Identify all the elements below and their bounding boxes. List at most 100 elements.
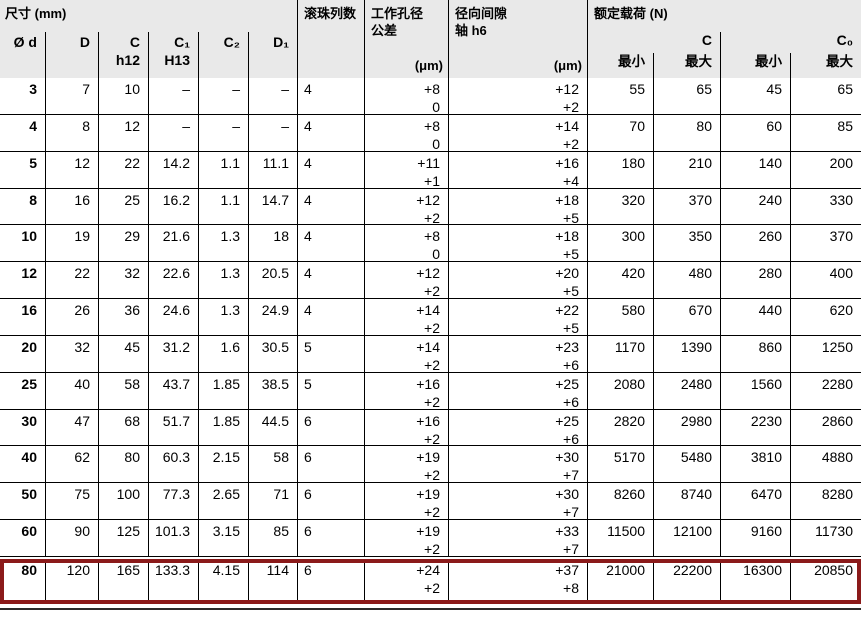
cell-C2: 1.85 [198, 372, 248, 409]
radial-clearance-lower: +2 [563, 99, 579, 114]
bore-tolerance-upper: +19 [416, 486, 440, 503]
cell-C1: 77.3 [148, 483, 198, 520]
cell-outer-diameter: 7 [45, 78, 98, 114]
cell-load-c0-min: 140 [720, 151, 790, 188]
radial-clearance-upper: +16 [555, 154, 579, 171]
cell-load-c-max: 670 [653, 299, 720, 335]
cell-load-c0-min: 2230 [720, 409, 790, 446]
cell-radial-clearance: +18 +5 [448, 188, 587, 225]
radial-clearance-upper: +18 [555, 191, 579, 208]
cell-load-c-max: 8740 [653, 483, 720, 520]
radial-clearance-lower: +6 [563, 356, 579, 372]
table-row: 30 47 68 51.7 1.85 44.5 6 +16 +2 +25 +6 … [0, 409, 861, 447]
cell-load-c-max: 80 [653, 114, 720, 151]
cell-load-c0-max: 11730 [790, 520, 861, 556]
cell-length-C: 45 [98, 335, 148, 372]
cell-C2: 1.85 [198, 409, 248, 446]
cell-load-c-min: 11500 [587, 520, 653, 556]
cell-C2: 2.65 [198, 483, 248, 520]
cell-load-c0-max: 2860 [790, 409, 861, 446]
table-row: 12 22 32 22.6 1.3 20.5 4 +12 +2 +20 +5 4… [0, 262, 861, 300]
cell-radial-clearance: +25 +6 [448, 409, 587, 446]
load-c-max-label: 最大 [653, 53, 720, 78]
radial-clearance-upper: +12 [555, 81, 579, 97]
radial-clearance-lower: +5 [563, 320, 579, 335]
cell-load-c0-min: 9160 [720, 520, 790, 556]
cell-C1: 14.2 [148, 151, 198, 188]
bore-tolerance-upper: +12 [416, 265, 440, 282]
dimensions-group-label: 尺寸 (mm) [5, 6, 67, 21]
cell-load-c0-max: 8280 [790, 483, 861, 520]
cell-C2: 1.1 [198, 151, 248, 188]
cell-bore-diameter: 25 [21, 375, 37, 392]
cell-C1: 22.6 [148, 262, 198, 299]
cell-outer-diameter: 90 [45, 520, 98, 556]
cell-outer-diameter: 16 [45, 188, 98, 225]
bore-tolerance-lower: 0 [432, 99, 440, 114]
cell-length-C: 22 [98, 151, 148, 188]
cell-ball-rows: 4 [297, 299, 364, 335]
ball-rows-label: 滚珠列数 [304, 6, 357, 21]
cell-bore-tolerance: +12 +2 [364, 262, 448, 299]
cell-radial-clearance: +16 +4 [448, 151, 587, 188]
cell-load-c-min: 1170 [587, 335, 653, 372]
cell-load-c-min: 320 [587, 188, 653, 225]
cell-bore-diameter: 12 [21, 265, 37, 282]
cell-load-c0-min: 240 [720, 188, 790, 225]
radial-clearance-upper: +30 [555, 486, 579, 503]
cell-bore-diameter: 5 [29, 154, 37, 171]
cell-D1: 24.9 [248, 299, 297, 335]
radial-clearance-unit: (μm) [553, 58, 582, 73]
cell-C2: 1.3 [198, 262, 248, 299]
cell-D1: – [248, 78, 297, 114]
bore-tolerance-label-line1: 工作孔径 [371, 6, 424, 21]
bore-tolerance-upper: +16 [416, 412, 440, 429]
cell-load-c0-min: 16300 [720, 558, 790, 604]
rated-load-group-label: 额定载荷 (N) [594, 6, 668, 21]
cell-C1: 51.7 [148, 409, 198, 446]
radial-clearance-lower: +5 [563, 283, 579, 299]
cell-C2: – [198, 114, 248, 151]
cell-ball-rows: 4 [297, 262, 364, 299]
cell-ball-rows: 4 [297, 114, 364, 151]
col-header-C1-line1: C₁ [174, 34, 190, 50]
bore-tolerance-upper: +8 [424, 117, 440, 134]
cell-ball-rows: 4 [297, 151, 364, 188]
bore-tolerance-upper: +14 [416, 338, 440, 355]
table-body: 3 7 10 – – – 4 +8 0 +12 +2 55 65 45 65 4… [0, 78, 861, 604]
bore-tolerance-lower: +1 [424, 172, 440, 188]
radial-clearance-upper: +22 [555, 302, 579, 319]
cell-bore-tolerance: +19 +2 [364, 446, 448, 483]
cell-ball-rows: 6 [297, 446, 364, 483]
cell-outer-diameter: 120 [45, 558, 98, 604]
cell-load-c-min: 21000 [587, 558, 653, 604]
cell-C1: 31.2 [148, 335, 198, 372]
cell-load-c0-max: 20850 [790, 558, 861, 604]
bore-tolerance-lower: +2 [424, 320, 440, 335]
cell-C1: 43.7 [148, 372, 198, 409]
cell-radial-clearance: +12 +2 [448, 78, 587, 114]
load-c0-max-label: 最大 [790, 53, 861, 78]
cell-D1: – [248, 114, 297, 151]
cell-bore-diameter: 16 [21, 302, 37, 319]
cell-bore-tolerance: +14 +2 [364, 299, 448, 335]
table-row: 16 26 36 24.6 1.3 24.9 4 +14 +2 +22 +5 5… [0, 299, 861, 336]
cell-radial-clearance: +25 +6 [448, 372, 587, 409]
bore-tolerance-upper: +24 [416, 561, 440, 578]
bore-tolerance-upper: +8 [424, 228, 440, 245]
cell-C2: 1.1 [198, 188, 248, 225]
radial-clearance-lower: +5 [563, 246, 579, 262]
col-header-C-line2: h12 [115, 52, 140, 68]
cell-load-c0-max: 85 [790, 114, 861, 151]
cell-length-C: 80 [98, 446, 148, 483]
cell-load-c-max: 22200 [653, 558, 720, 604]
table-row: 40 62 80 60.3 2.15 58 6 +19 +2 +30 +7 51… [0, 446, 861, 484]
cell-bore-diameter: 80 [21, 561, 37, 578]
cell-bore-diameter: 60 [21, 523, 37, 540]
table-row-highlighted: 80 120 165 133.3 4.15 114 6 +24 +2 +37 +… [0, 558, 861, 604]
cell-bore-diameter: 4 [29, 117, 37, 134]
cell-bore-tolerance: +16 +2 [364, 409, 448, 446]
radial-clearance-label-line2: 轴 h6 [455, 23, 487, 38]
cell-C1: 101.3 [148, 520, 198, 556]
table-row: 50 75 100 77.3 2.65 71 6 +19 +2 +30 +7 8… [0, 483, 861, 521]
